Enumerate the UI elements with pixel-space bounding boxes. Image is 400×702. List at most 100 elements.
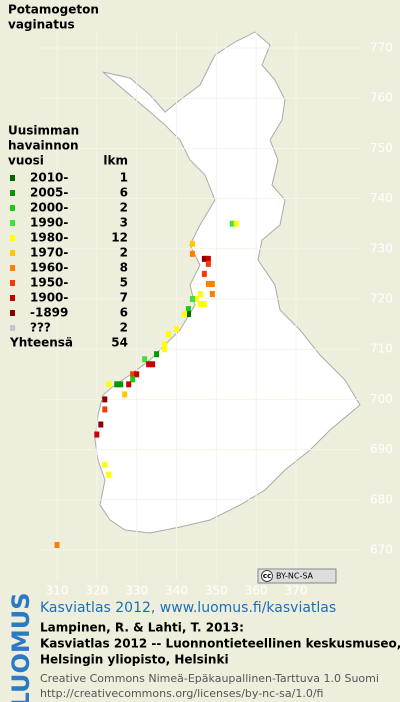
record xyxy=(209,280,215,287)
legend-count: 2 xyxy=(120,246,128,260)
record xyxy=(205,255,211,262)
site-link[interactable]: Kasviatlas 2012, www.luomus.fi/kasviatla… xyxy=(40,600,336,616)
legend-swatch xyxy=(10,190,15,196)
legend-swatch xyxy=(10,265,15,271)
record xyxy=(185,311,191,318)
record xyxy=(146,361,152,368)
legend-swatch xyxy=(10,175,15,181)
record xyxy=(54,541,60,548)
badge-text: BY-NC-SA xyxy=(276,572,314,581)
record xyxy=(189,296,195,302)
record xyxy=(114,381,120,388)
legend-swatch xyxy=(10,205,15,211)
badge-cc: cc xyxy=(263,572,271,580)
record xyxy=(118,381,124,388)
legend-label: 1970- xyxy=(30,246,68,260)
badge-box xyxy=(257,568,337,584)
record xyxy=(130,371,136,378)
record xyxy=(130,376,136,383)
finland-outline xyxy=(94,31,361,534)
legend-header: vuosi xyxy=(8,154,44,168)
record xyxy=(134,371,140,378)
record xyxy=(106,381,112,388)
record xyxy=(209,290,215,297)
legend-swatch xyxy=(10,280,15,286)
record xyxy=(205,260,211,267)
record xyxy=(102,406,108,413)
y-tick-label: 680 xyxy=(370,492,393,506)
citation: Helsingin yliopisto, Helsinki xyxy=(40,653,229,667)
citation: Kasviatlas 2012 -- Luonnontieteellinen k… xyxy=(40,637,400,651)
record xyxy=(102,461,108,468)
legend-label: ??? xyxy=(30,321,51,335)
citation: Lampinen, R. & Lahti, T. 2013: xyxy=(40,621,244,635)
legend-label: 1900- xyxy=(30,291,68,305)
x-tick-label: 310 xyxy=(46,584,69,598)
legend-label: 1990- xyxy=(30,216,68,230)
record xyxy=(197,290,203,297)
record xyxy=(233,220,239,227)
x-tick-label: 350 xyxy=(205,584,228,598)
legend-count: 1 xyxy=(120,171,128,185)
record xyxy=(197,301,203,308)
legend-header: havainnon xyxy=(8,139,79,153)
legend-count: 2 xyxy=(120,321,128,335)
legend-count: 5 xyxy=(120,276,128,290)
total: 54 xyxy=(111,336,128,350)
record xyxy=(193,296,199,302)
legend: 2010- 1 2005- 6 2000- 2 1990- 3 1980- 12 1970- 2 196… xyxy=(10,171,128,335)
legend-header: Uusimman xyxy=(8,124,79,138)
total-label: Yhteensä xyxy=(9,336,73,350)
y-tick-label: 720 xyxy=(370,292,393,306)
record xyxy=(142,356,148,363)
y-tick-label: 710 xyxy=(370,342,393,356)
record xyxy=(166,331,172,338)
legend-swatch xyxy=(10,310,15,316)
record xyxy=(102,396,108,403)
legend-label: 1960- xyxy=(30,261,68,275)
record xyxy=(189,250,195,257)
record xyxy=(201,270,207,277)
x-tick-label: 320 xyxy=(85,584,108,598)
cc-badge: cc BY-NC-SA xyxy=(257,568,337,584)
legend-count: 3 xyxy=(120,216,128,230)
x-tick-label: 370 xyxy=(285,584,308,598)
legend-count: 6 xyxy=(120,186,128,200)
record xyxy=(205,280,211,287)
title: vaginatus xyxy=(8,18,75,32)
y-tick-label: 760 xyxy=(370,91,393,105)
record xyxy=(181,311,187,318)
y-tick-label: 690 xyxy=(370,442,393,456)
license-url[interactable]: http://creativecommons.org/licenses/by-n… xyxy=(40,687,323,700)
grid: 310 320 330 340 350 360 370 770 760 750 740 730 720 7… xyxy=(40,30,393,598)
legend-swatch xyxy=(10,235,15,241)
legend-swatch xyxy=(10,220,15,226)
y-tick-label: 670 xyxy=(370,543,393,557)
legend-swatch xyxy=(10,325,15,331)
record xyxy=(122,391,128,398)
legend-label: 2010- xyxy=(30,171,68,185)
y-tick-label: 770 xyxy=(370,41,393,55)
x-tick-label: 330 xyxy=(125,584,148,598)
record xyxy=(189,240,195,247)
record xyxy=(174,326,179,333)
legend-count: 8 xyxy=(120,261,128,275)
legend-count: 2 xyxy=(120,201,128,215)
logo: LUOMUS xyxy=(7,593,35,702)
record xyxy=(126,381,132,388)
license: Creative Commons Nimeä-Epäkaupallinen-Ta… xyxy=(40,672,379,685)
x-tick-label: 360 xyxy=(245,584,268,598)
record xyxy=(201,255,207,262)
record xyxy=(229,220,235,227)
record xyxy=(98,421,104,428)
legend-label: 2000- xyxy=(30,201,68,215)
records xyxy=(54,220,239,548)
y-tick-label: 750 xyxy=(370,141,393,155)
legend-count: 7 xyxy=(120,291,128,305)
badge-icon xyxy=(261,570,273,582)
legend-label: 2005- xyxy=(30,186,68,200)
legend-label: 1950- xyxy=(30,276,68,290)
record xyxy=(106,471,112,478)
record xyxy=(201,301,207,308)
